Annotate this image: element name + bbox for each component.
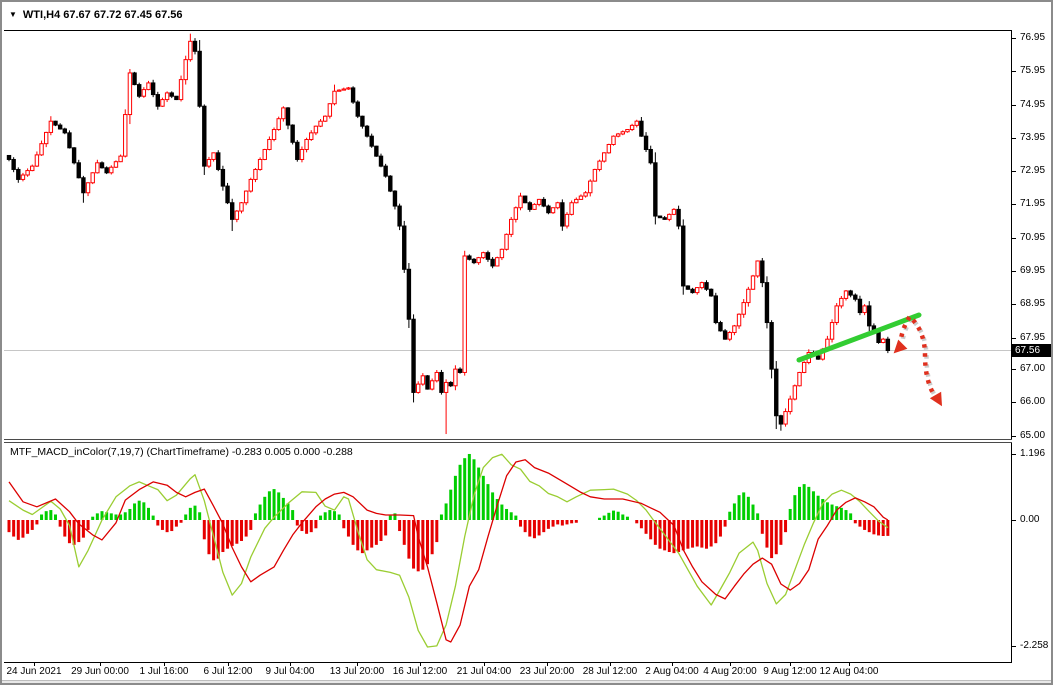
- price-scale-label-tick: [1012, 38, 1016, 39]
- candles-group: [6, 33, 891, 435]
- date-tick: [164, 663, 165, 666]
- price-scale-label-tick: [1012, 71, 1016, 72]
- price-scale-label-tick: [1012, 105, 1016, 106]
- date-tick: [420, 663, 421, 666]
- date-label: 1 Jul 16:00: [139, 666, 189, 677]
- macd-line: [8, 453, 889, 648]
- price-scale-label: 72.95: [1020, 165, 1046, 176]
- price-scale-label-tick: [1012, 171, 1016, 172]
- arrow-main[interactable]: [911, 318, 935, 395]
- date-label: 4 Aug 20:00: [703, 666, 757, 677]
- date-label: 6 Jul 12:00: [203, 666, 253, 677]
- price-scale-label: 65.00: [1020, 430, 1046, 441]
- price-scale-label-tick: [1012, 338, 1016, 339]
- bottom-strip: [2, 680, 1051, 683]
- date-tick: [357, 663, 358, 666]
- date-tick: [790, 663, 791, 666]
- price-scale-label-tick: [1012, 271, 1016, 272]
- date-tick: [610, 663, 611, 666]
- date-label: 2 Aug 04:00: [645, 666, 699, 677]
- date-label: 13 Jul 20:00: [329, 666, 385, 677]
- price-scale-label: 66.00: [1020, 396, 1046, 407]
- macd-scale-label-tick: [1012, 520, 1016, 521]
- price-scale-label: 67.95: [1020, 332, 1046, 343]
- price-scale-label-tick: [1012, 204, 1016, 205]
- price-scale-label-tick: [1012, 304, 1016, 305]
- date-label: 9 Aug 12:00: [763, 666, 817, 677]
- collapse-triangle-icon[interactable]: ▼: [9, 10, 17, 19]
- price-scale-label-tick: [1012, 402, 1016, 403]
- macd-scale-label: -2.258: [1020, 640, 1049, 651]
- price-scale-label: 70.95: [1020, 232, 1046, 243]
- annotations-group: [796, 312, 942, 407]
- date-label: 21 Jul 04:00: [456, 666, 512, 677]
- panel-divider-bottom[interactable]: [4, 442, 1012, 443]
- date-label: 12 Aug 04:00: [819, 666, 879, 677]
- main-price-chart[interactable]: [4, 28, 1013, 440]
- date-label: 28 Jul 12:00: [582, 666, 638, 677]
- trendline[interactable]: [796, 312, 922, 363]
- price-scale-label: 67.00: [1020, 363, 1046, 374]
- date-tick: [34, 663, 35, 666]
- price-scale-label-tick: [1012, 436, 1016, 437]
- price-scale-label: 76.95: [1020, 32, 1046, 43]
- macd-scale-label: 0.00: [1020, 514, 1040, 525]
- date-tick: [484, 663, 485, 666]
- price-scale[interactable]: 76.95 75.95 74.95 73.95 72.95 71.95 70.95 69.95…: [1012, 2, 1051, 680]
- date-tick: [672, 663, 673, 666]
- price-scale-label: 74.95: [1020, 99, 1046, 110]
- time-axis-line: [4, 662, 1012, 663]
- symbol-info: ▼ WTI,H4 67.67 67.72 67.45 67.56: [9, 9, 183, 21]
- price-scale-label: 68.95: [1020, 298, 1046, 309]
- date-label: 23 Jul 20:00: [519, 666, 575, 677]
- macd-scale-label-tick: [1012, 646, 1016, 647]
- signal-line: [8, 459, 889, 643]
- date-label: 9 Jul 04:00: [265, 666, 315, 677]
- time-axis[interactable]: 24 Jun 2021 29 Jun 00:00 1 Jul 16:00 6 Jul …: [2, 663, 1012, 680]
- current-price-badge: 67.56: [1012, 344, 1051, 357]
- date-label: 24 Jun 2021: [6, 666, 62, 677]
- macd-scale-label-tick: [1012, 454, 1016, 455]
- symbol-ohlc-text: WTI,H4 67.67 67.72 67.45 67.56: [22, 9, 183, 21]
- macd-indicator-title: MTF_MACD_inColor(7,19,7) (ChartTimeframe…: [10, 446, 353, 458]
- price-scale-label: 75.95: [1020, 65, 1046, 76]
- price-scale-label: 69.95: [1020, 265, 1046, 276]
- date-tick: [290, 663, 291, 666]
- price-scale-label: 71.95: [1020, 198, 1046, 209]
- arrow-hook[interactable]: [898, 315, 912, 340]
- price-scale-label-tick: [1012, 238, 1016, 239]
- panel-divider-top[interactable]: [4, 439, 1012, 440]
- price-scale-label: 73.95: [1020, 132, 1046, 143]
- price-scale-label-tick: [1012, 369, 1016, 370]
- date-label: 29 Jun 00:00: [71, 666, 129, 677]
- date-tick: [547, 663, 548, 666]
- macd-scale-label: 1.196: [1020, 448, 1046, 459]
- arrowhead-down-left-icon: [893, 339, 908, 354]
- date-tick: [730, 663, 731, 666]
- macd-histogram-group: [7, 453, 890, 572]
- date-tick: [100, 663, 101, 666]
- price-scale-label-tick: [1012, 138, 1016, 139]
- date-tick: [849, 663, 850, 666]
- macd-indicator-chart[interactable]: [4, 443, 1013, 662]
- date-label: 16 Jul 12:00: [392, 666, 448, 677]
- date-tick: [228, 663, 229, 666]
- arrowhead-down-right-icon: [929, 391, 942, 407]
